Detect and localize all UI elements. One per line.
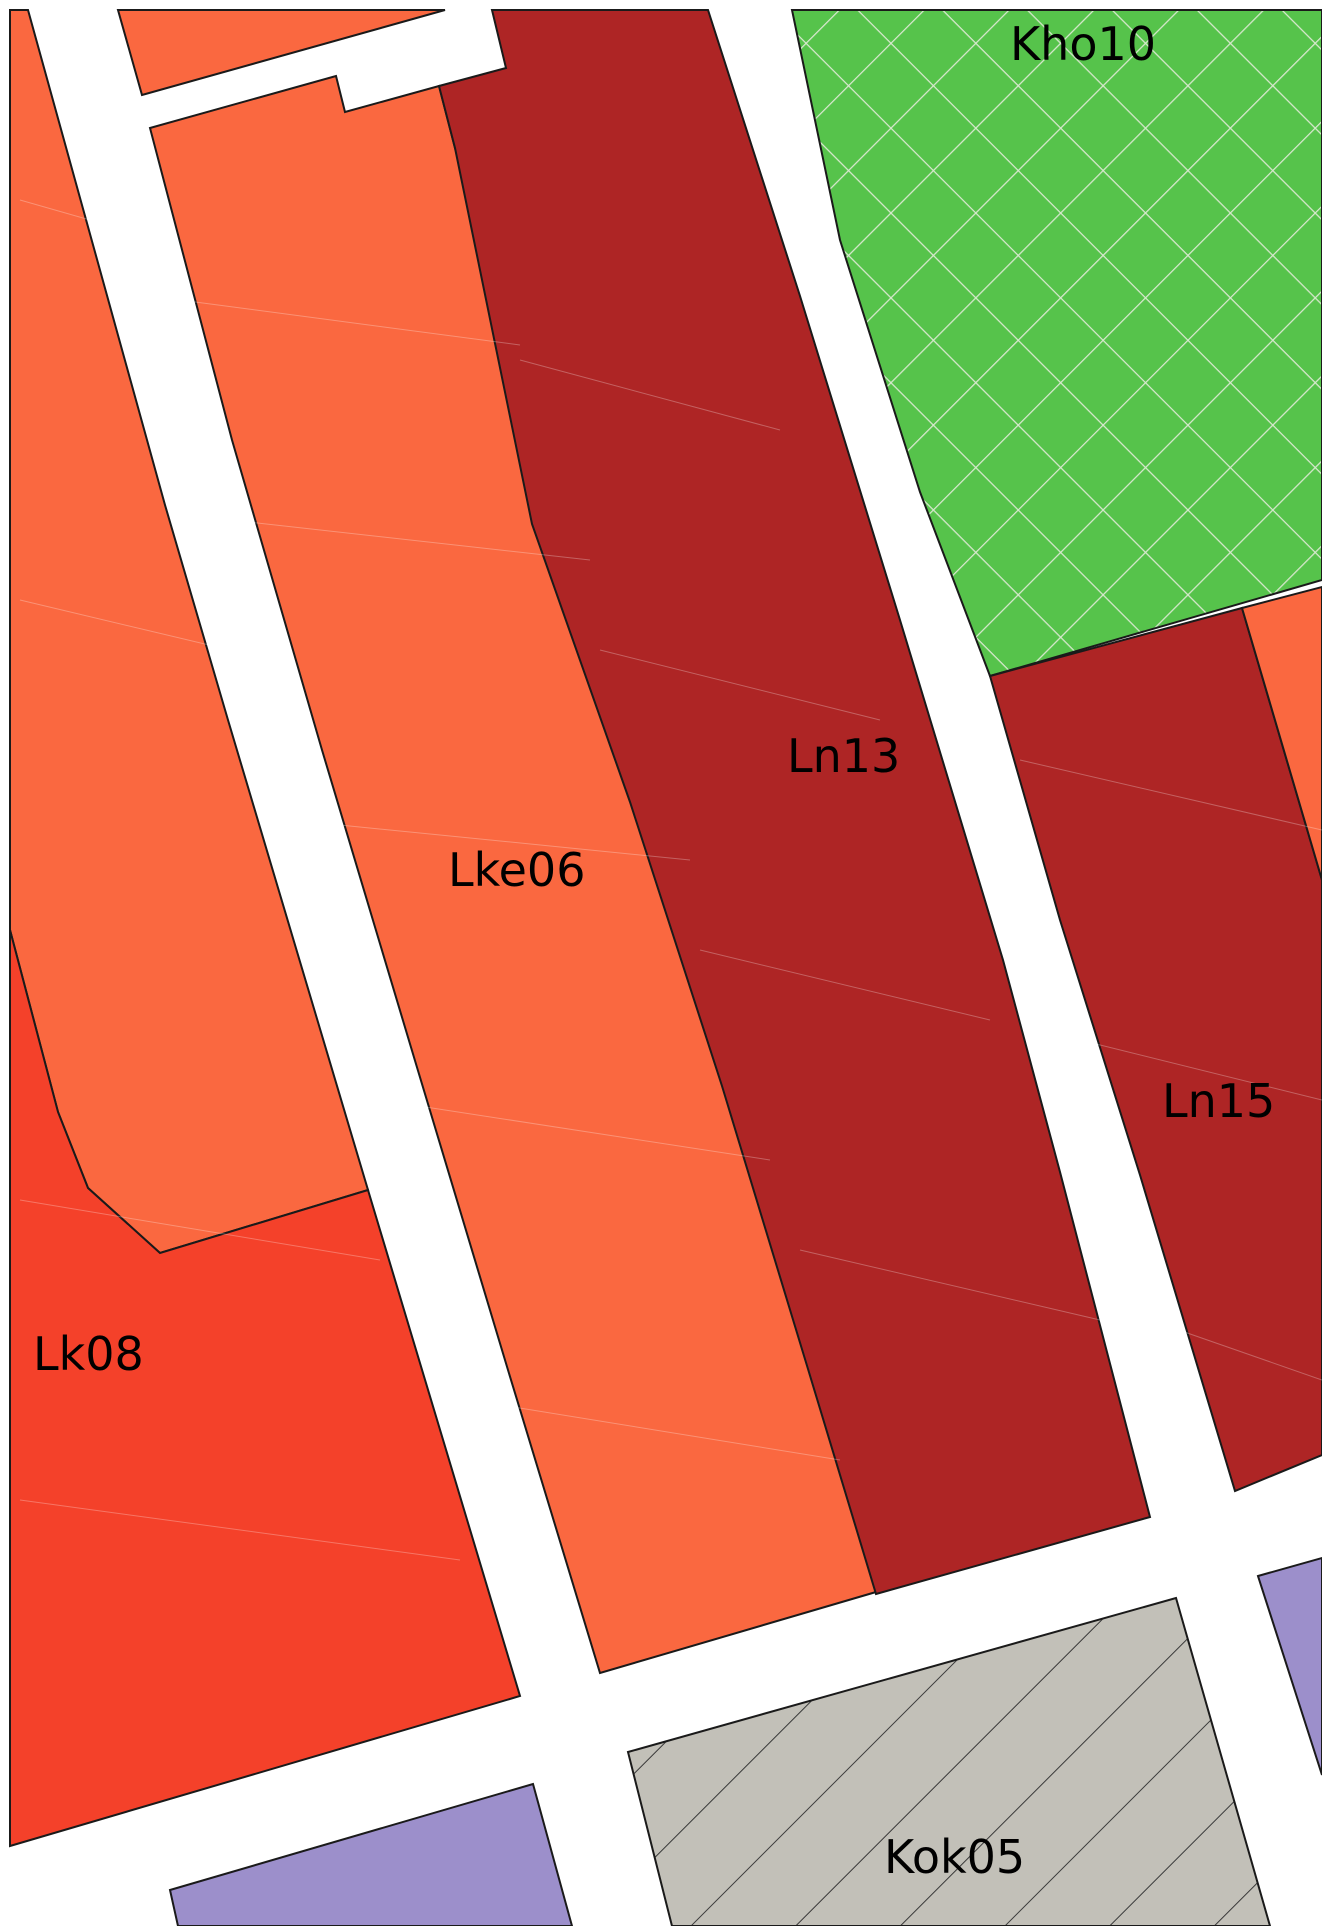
zone-ln13[interactable] xyxy=(437,9,1152,1596)
texture-streaks xyxy=(19,199,1322,1561)
label-ln15: Ln15 xyxy=(1162,1074,1275,1128)
zone-purple-bottom-left[interactable] xyxy=(168,1782,574,1926)
zone-kok05[interactable] xyxy=(626,1596,1272,1926)
label-lk08: Lk08 xyxy=(33,1327,144,1381)
zone-lk08[interactable] xyxy=(9,929,522,1848)
zone-lke-right-sliver[interactable] xyxy=(1240,585,1322,881)
label-kho10: Kho10 xyxy=(1010,17,1156,71)
label-lke06: Lke06 xyxy=(448,843,585,897)
label-ln13: Ln13 xyxy=(787,729,900,783)
zone-purple-bottom-right[interactable] xyxy=(1256,1556,1322,1776)
zone-lke-top-block[interactable] xyxy=(116,9,446,97)
label-kok05: Kok05 xyxy=(884,1830,1025,1884)
